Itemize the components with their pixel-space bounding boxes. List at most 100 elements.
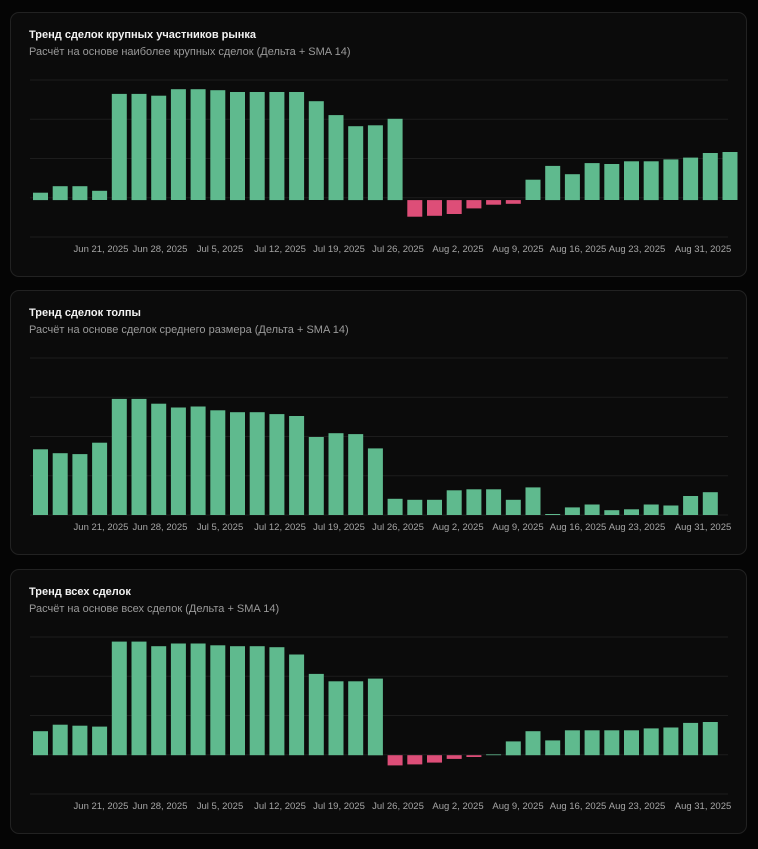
bar[interactable] (131, 93, 147, 201)
bar[interactable] (230, 412, 245, 515)
bar[interactable] (111, 641, 127, 756)
bar[interactable] (72, 186, 88, 201)
bar[interactable] (407, 499, 423, 515)
bar[interactable] (190, 643, 206, 756)
bar[interactable] (505, 499, 521, 515)
bar[interactable] (505, 200, 521, 204)
bar[interactable] (525, 487, 541, 515)
bar[interactable] (348, 681, 364, 756)
bar[interactable] (72, 725, 88, 756)
bar[interactable] (249, 92, 265, 201)
bar[interactable] (308, 437, 324, 515)
bar[interactable] (269, 92, 285, 201)
bar[interactable] (269, 647, 285, 756)
bar[interactable] (269, 414, 285, 515)
bar[interactable] (289, 416, 305, 515)
bar[interactable] (348, 126, 364, 201)
bar[interactable] (170, 643, 186, 756)
bar[interactable] (230, 646, 245, 756)
bar[interactable] (584, 163, 600, 200)
bar[interactable] (446, 490, 462, 515)
bar[interactable] (486, 754, 502, 756)
bar[interactable] (604, 510, 620, 515)
bar[interactable] (328, 433, 344, 515)
bar[interactable] (92, 442, 108, 515)
bar[interactable] (72, 454, 88, 515)
bar[interactable] (702, 492, 718, 515)
bar[interactable] (643, 728, 659, 756)
bar[interactable] (289, 92, 305, 201)
bar[interactable] (52, 724, 68, 756)
bar[interactable] (427, 755, 442, 763)
bar[interactable] (446, 755, 462, 759)
bar[interactable] (151, 646, 167, 756)
bar[interactable] (702, 153, 718, 201)
bar[interactable] (663, 505, 679, 516)
bar[interactable] (584, 504, 600, 516)
bar[interactable] (545, 165, 561, 201)
bar[interactable] (131, 641, 147, 756)
bar[interactable] (249, 412, 265, 515)
bar[interactable] (131, 398, 147, 515)
bar[interactable] (505, 741, 521, 756)
bar[interactable] (151, 95, 167, 201)
bar[interactable] (92, 726, 108, 756)
bar[interactable] (190, 89, 206, 200)
bar[interactable] (308, 673, 324, 756)
bar[interactable] (190, 406, 206, 516)
bar[interactable] (170, 89, 186, 200)
bar[interactable] (289, 654, 305, 756)
bar[interactable] (328, 681, 344, 756)
bar[interactable] (407, 200, 423, 217)
bar[interactable] (643, 161, 659, 201)
bar[interactable] (387, 498, 403, 515)
bar[interactable] (466, 489, 482, 515)
bar[interactable] (387, 118, 403, 201)
bar[interactable] (525, 179, 541, 200)
bar[interactable] (348, 434, 364, 515)
bar[interactable] (545, 740, 561, 756)
bar[interactable] (486, 489, 502, 515)
bar[interactable] (210, 410, 226, 515)
bar[interactable] (525, 731, 541, 756)
bar[interactable] (33, 192, 48, 201)
bar[interactable] (151, 403, 167, 515)
bar[interactable] (33, 449, 48, 515)
bar[interactable] (367, 125, 383, 201)
bar[interactable] (624, 509, 639, 515)
bar[interactable] (367, 678, 383, 756)
bar[interactable] (230, 92, 245, 201)
bar[interactable] (466, 755, 482, 757)
bar[interactable] (210, 645, 226, 756)
bar[interactable] (545, 514, 561, 515)
bar[interactable] (624, 161, 639, 201)
bar[interactable] (643, 504, 659, 516)
bar[interactable] (111, 93, 127, 201)
bar[interactable] (486, 200, 502, 205)
bar[interactable] (367, 448, 383, 515)
bar[interactable] (52, 453, 68, 515)
bar[interactable] (722, 152, 738, 200)
bar[interactable] (466, 200, 482, 209)
bar[interactable] (663, 727, 679, 756)
bar[interactable] (564, 507, 580, 515)
bar[interactable] (683, 722, 699, 756)
bar[interactable] (564, 174, 580, 201)
bar[interactable] (604, 730, 620, 756)
bar[interactable] (111, 398, 127, 515)
bar[interactable] (427, 200, 442, 216)
bar[interactable] (683, 496, 699, 515)
bar[interactable] (249, 646, 265, 756)
bar[interactable] (604, 164, 620, 200)
bar[interactable] (33, 731, 48, 756)
bar[interactable] (387, 755, 403, 766)
bar[interactable] (702, 722, 718, 756)
bar[interactable] (308, 101, 324, 200)
bar[interactable] (92, 190, 108, 200)
bar[interactable] (446, 200, 462, 214)
bar[interactable] (624, 730, 639, 756)
bar[interactable] (328, 115, 344, 201)
bar[interactable] (407, 755, 423, 765)
bar[interactable] (683, 157, 699, 201)
bar[interactable] (427, 499, 442, 515)
